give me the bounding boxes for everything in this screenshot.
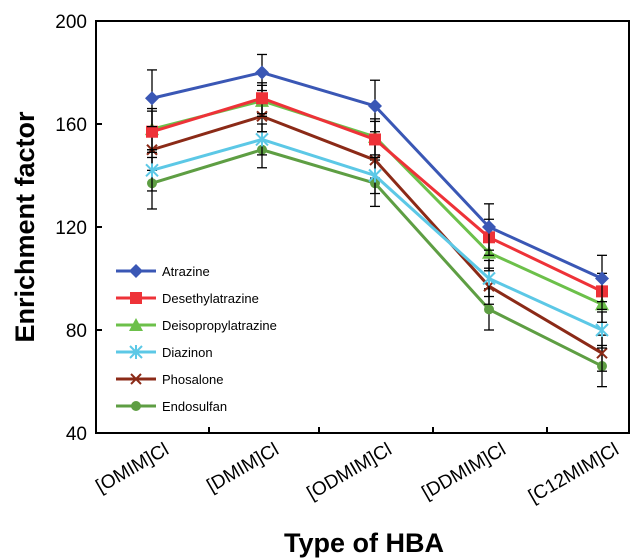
y-tick-label: 40: [66, 424, 87, 445]
data-point: [369, 133, 381, 146]
legend-marker: [130, 373, 142, 385]
legend-item: Endosulfan: [116, 399, 227, 414]
series-line: [151, 96, 603, 293]
x-tick-label: [DDMIM]Cl: [419, 439, 510, 504]
legend: Atrazine Desethylatrazine Deisopropylatraz…: [116, 264, 277, 414]
x-tick-label: [ODMIM]Cl: [304, 439, 396, 504]
legend-item: Desethylatrazine: [116, 291, 259, 306]
y-axis-title: Enrichment factor: [10, 111, 40, 343]
data-point: [255, 132, 269, 147]
legend-label: Desethylatrazine: [162, 291, 259, 306]
y-tick-label: 160: [55, 115, 87, 136]
data-point: [368, 98, 382, 113]
legend-item: Diazinon: [116, 345, 213, 360]
x-tick-label: [DMIM]Cl: [203, 439, 282, 497]
y-axis: 40 80 120 160 200: [55, 12, 102, 445]
legend-marker: [129, 345, 143, 359]
data-point: [595, 271, 609, 286]
legend-label: Atrazine: [162, 264, 210, 279]
series-atrazine: [145, 53, 609, 303]
data-point: [482, 220, 496, 234]
legend-label: Endosulfan: [162, 399, 227, 414]
data-point: [146, 125, 158, 138]
legend-marker: [131, 401, 141, 411]
x-axis-title: Type of HBA: [284, 528, 444, 558]
x-axis: [OMIM]Cl [DMIM]Cl [ODMIM]Cl [DDMIM]Cl [C12MI…: [93, 427, 623, 507]
series-layer: [145, 53, 609, 388]
legend-marker: [130, 292, 142, 304]
data-point: [595, 323, 609, 337]
x-tick-label: [C12MIM]Cl: [525, 439, 622, 507]
legend-marker: [129, 264, 143, 278]
data-point: [596, 347, 608, 359]
legend-label: Phosalone: [162, 372, 223, 387]
data-point: [256, 92, 268, 105]
legend-label: Deisopropylatrazine: [162, 318, 277, 333]
data-point: [484, 304, 494, 315]
legend-item: Atrazine: [116, 264, 210, 279]
legend-item: Phosalone: [116, 372, 223, 387]
series-diazinon: [145, 123, 609, 349]
y-tick-label: 200: [55, 12, 87, 33]
data-point: [255, 65, 269, 80]
x-tick-label: [OMIM]Cl: [93, 439, 173, 497]
legend-item: Deisopropylatrazine: [116, 318, 277, 333]
data-point: [145, 91, 159, 106]
y-tick-label: 80: [66, 321, 87, 342]
data-point: [368, 168, 382, 183]
y-tick-label: 120: [55, 218, 87, 239]
data-point: [145, 163, 159, 178]
data-point: [482, 271, 496, 286]
legend-marker: [129, 318, 143, 331]
legend-label: Diazinon: [162, 345, 213, 360]
